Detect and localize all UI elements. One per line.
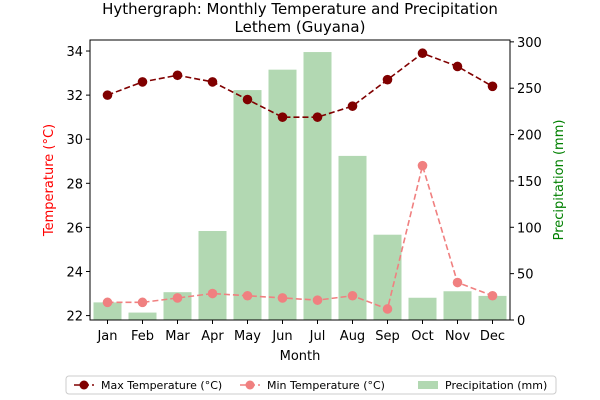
left-tick-label: 28: [66, 177, 83, 192]
min-temp-point-apr: [207, 288, 218, 299]
legend-min-temp-marker: [245, 380, 255, 390]
max-temp-point-aug: [347, 101, 358, 111]
legend-precipitation-swatch: [418, 381, 438, 389]
legend-precipitation-label: Precipitation (mm): [445, 379, 547, 392]
max-temp-point-jul: [312, 112, 323, 122]
max-temp-point-mar: [172, 70, 183, 81]
left-tick-label: 32: [66, 89, 83, 104]
min-temp-point-oct: [417, 160, 428, 171]
left-y-axis-label: Temperature (°C): [42, 124, 57, 237]
left-tick-label: 26: [66, 221, 83, 236]
legend-max-temp-label: Max Temperature (°C): [101, 379, 222, 392]
max-temp-point-feb: [137, 77, 148, 87]
precip-bar-jul: [303, 52, 332, 320]
min-temp-point-jan: [102, 297, 113, 308]
max-temp-point-apr: [207, 77, 218, 87]
precip-bar-nov: [443, 291, 472, 320]
x-tick-label-mar: Mar: [165, 329, 190, 344]
min-temp-point-jul: [312, 295, 323, 305]
min-temp-point-jun: [277, 293, 288, 303]
max-temp-point-dec: [487, 81, 498, 92]
right-tick-label: 50: [517, 268, 534, 283]
plot-frame: [89, 39, 511, 321]
chart-subtitle: Lethem (Guyana): [235, 18, 366, 36]
max-temp-line: [107, 52, 493, 118]
max-temp-point-nov: [452, 61, 463, 72]
precip-bar-oct: [408, 297, 437, 320]
max-temp-point-oct: [417, 48, 428, 59]
x-tick-label-nov: Nov: [445, 329, 471, 344]
legend-box: [65, 375, 557, 395]
max-temp-point-sep: [382, 74, 393, 85]
right-tick-label: 100: [517, 221, 542, 236]
x-tick-label-jun: Jun: [271, 329, 292, 344]
x-tick-label-dec: Dec: [480, 329, 505, 344]
temperature-lines: [102, 48, 498, 314]
min-temp-line: [107, 162, 493, 311]
legend-min-temp-label: Min Temperature (°C): [267, 379, 385, 392]
right-tick-label: 0: [517, 314, 525, 329]
left-tick-label: 34: [66, 45, 83, 60]
max-temp-point-jun: [277, 112, 288, 122]
precip-bar-feb: [128, 312, 157, 320]
left-tick-label: 24: [66, 265, 83, 280]
left-tick-label: 30: [66, 133, 83, 148]
x-tick-label-jul: Jul: [309, 329, 326, 344]
x-tick-label-apr: Apr: [201, 329, 224, 344]
x-tick-label-oct: Oct: [411, 329, 433, 344]
right-tick-label: 200: [517, 129, 542, 144]
x-tick-label-may: May: [234, 329, 261, 344]
min-temp-point-nov: [452, 277, 463, 288]
right-tick-label: 150: [517, 175, 542, 190]
x-tick-label-aug: Aug: [340, 329, 365, 344]
x-tick-label-sep: Sep: [375, 329, 400, 344]
min-temp-point-dec: [487, 290, 498, 301]
right-tick-label: 300: [517, 36, 542, 51]
min-temp-point-aug: [347, 290, 358, 301]
max-temp-point-jan: [102, 90, 113, 100]
x-axis-label: Month: [280, 349, 321, 364]
min-temp-point-sep: [382, 304, 393, 314]
legend: Max Temperature (°C) Min Temperature (°C)…: [65, 375, 557, 395]
precip-bar-apr: [198, 230, 227, 320]
precip-bar-jan: [93, 302, 122, 320]
precip-bar-may: [233, 90, 262, 320]
right-tick-label: 250: [517, 82, 542, 97]
x-tick-label-jan: Jan: [96, 329, 117, 344]
max-temp-point-may: [242, 94, 253, 105]
left-tick-label: 22: [66, 310, 83, 325]
legend-max-temp-marker: [79, 380, 89, 390]
precipitation-bars: [93, 52, 507, 320]
precip-bar-jun: [268, 69, 297, 320]
min-temp-point-may: [242, 290, 253, 301]
axes: 22 24 26 28 30 32 34 0 50 100 150 200 250 300 Jan Feb Ma…: [66, 36, 541, 344]
chart-title: Hythergraph: Monthly Temperature and Pre…: [102, 0, 498, 18]
right-y-axis-label: Precipitation (mm): [552, 120, 567, 241]
min-temp-point-mar: [172, 293, 183, 303]
min-temp-point-feb: [137, 297, 148, 308]
x-tick-label-feb: Feb: [131, 329, 154, 344]
